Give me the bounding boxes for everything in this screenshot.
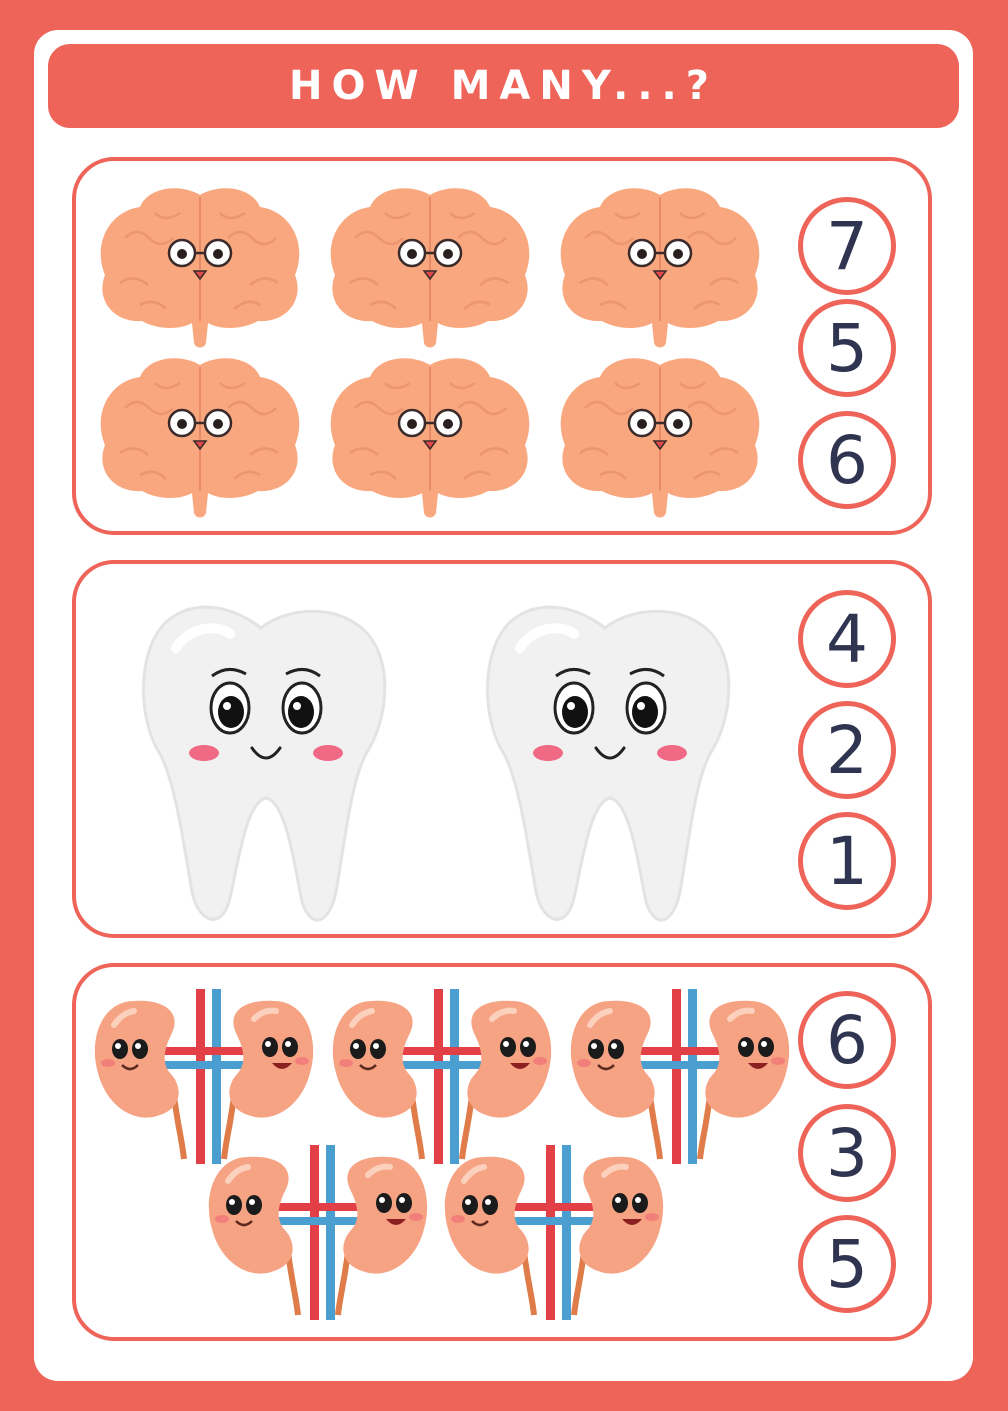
- brain-4: [99, 357, 301, 519]
- answer-option-brains-6[interactable]: 6: [798, 411, 896, 509]
- brains-illustration: [99, 187, 761, 519]
- kidney-pair-5: [445, 1145, 663, 1320]
- tooth-1: [143, 607, 384, 920]
- answer-option-kidneys-5[interactable]: 5: [798, 1215, 896, 1313]
- kidney-pair-4: [209, 1145, 427, 1320]
- question-panel-teeth: 4 2 1: [72, 560, 932, 938]
- answer-option-brains-5[interactable]: 5: [798, 299, 896, 397]
- brain-3: [559, 187, 761, 349]
- answer-option-teeth-1[interactable]: 1: [798, 812, 896, 910]
- brain-6: [559, 357, 761, 519]
- kidney-pair-2: [333, 989, 551, 1164]
- brain-1: [99, 187, 301, 349]
- kidneys-illustration: [76, 967, 806, 1337]
- answer-option-teeth-4[interactable]: 4: [798, 590, 896, 688]
- answer-option-kidneys-6[interactable]: 6: [798, 991, 896, 1089]
- tooth-2: [487, 607, 728, 920]
- brain-5: [329, 357, 531, 519]
- answer-option-brains-7[interactable]: 7: [798, 197, 896, 295]
- kidney-pair-1: [95, 989, 313, 1164]
- page-title: HOW MANY...?: [289, 63, 718, 109]
- question-panel-brains: 7 5 6: [72, 157, 932, 535]
- brain-2: [329, 187, 531, 349]
- teeth-illustration: [76, 564, 796, 934]
- answer-option-teeth-2[interactable]: 2: [798, 701, 896, 799]
- question-panel-kidneys: 6 3 5: [72, 963, 932, 1341]
- answer-option-kidneys-3[interactable]: 3: [798, 1104, 896, 1202]
- kidney-pair-3: [571, 989, 789, 1164]
- title-banner: HOW MANY...?: [48, 44, 959, 128]
